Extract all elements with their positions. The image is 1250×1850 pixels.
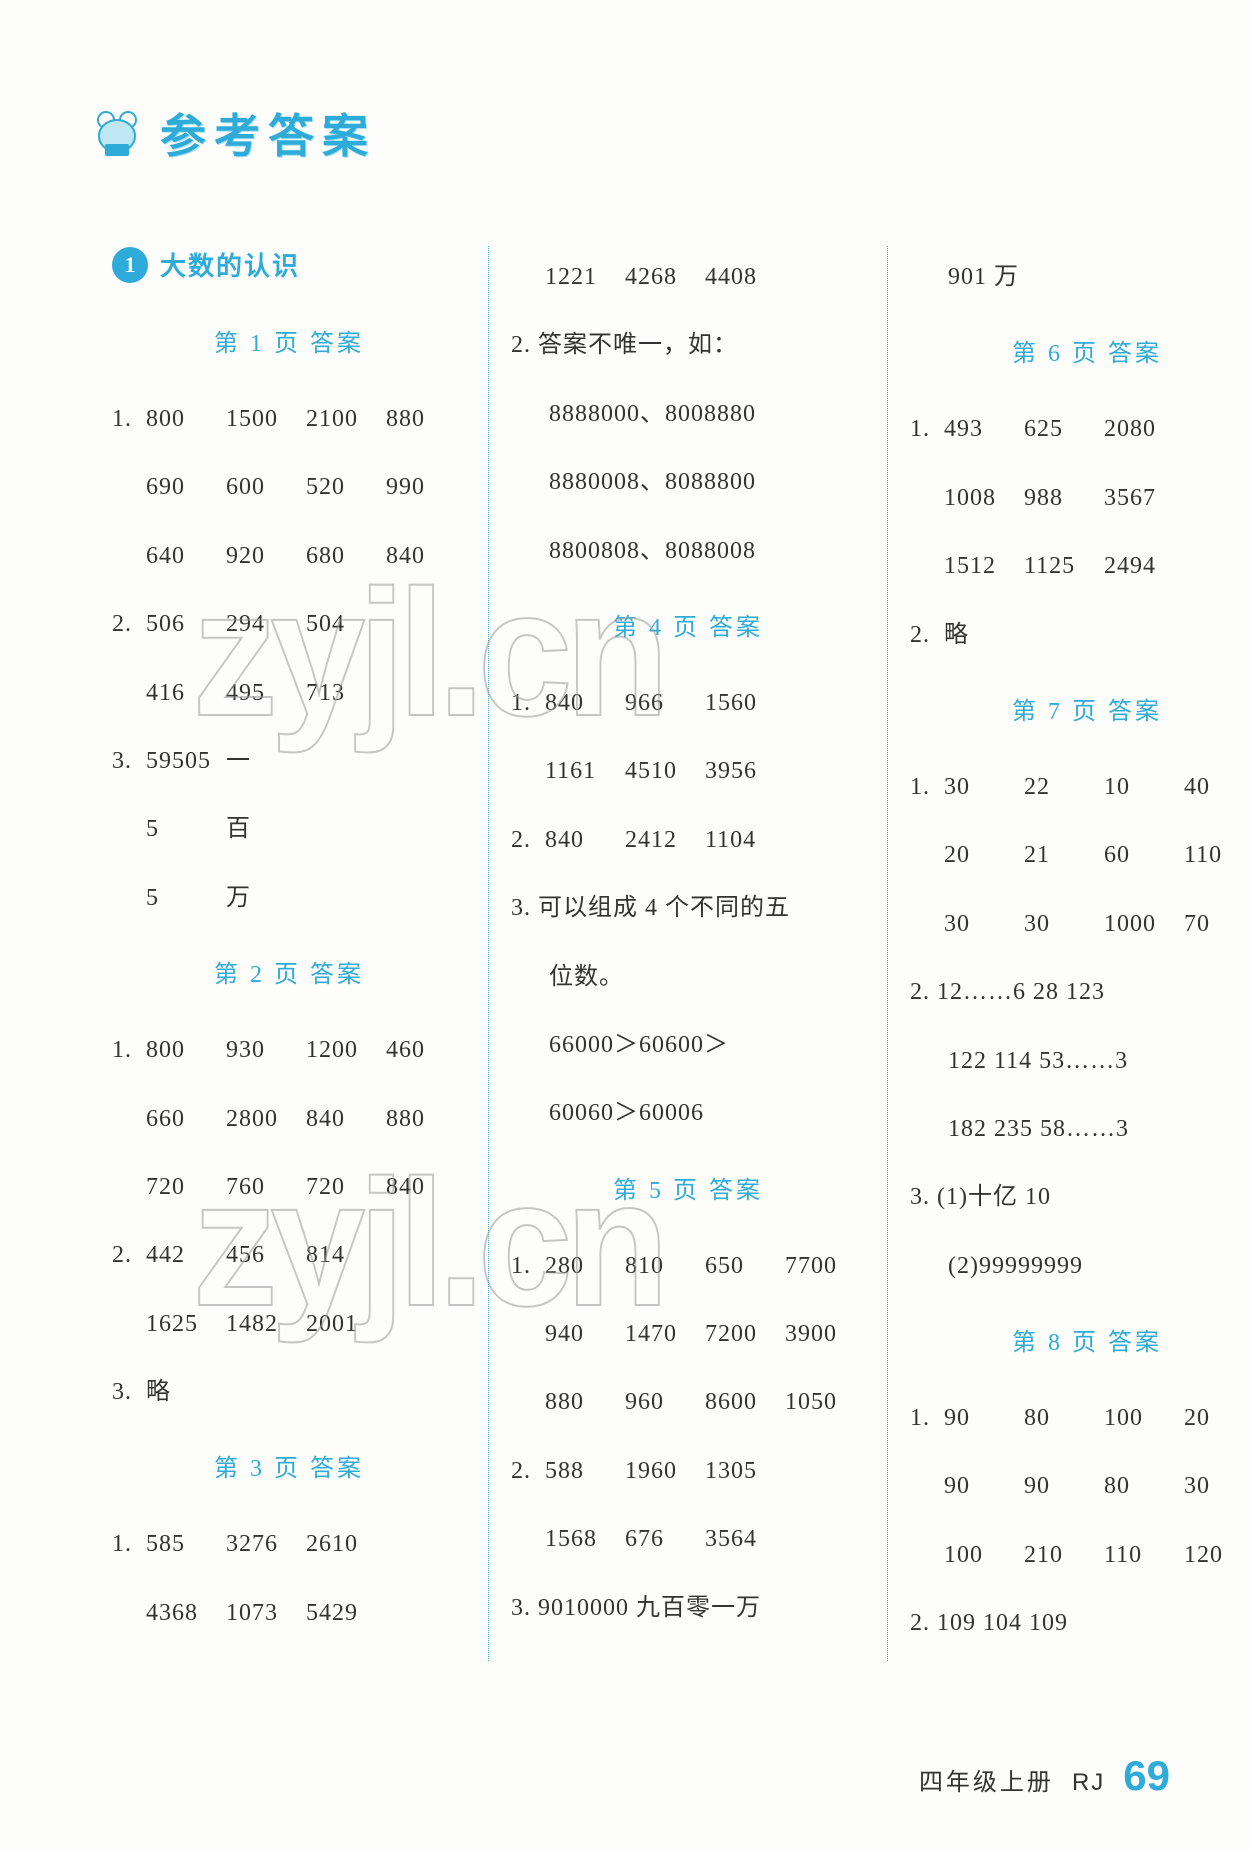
p4-r3c: 66000＞60600＞ xyxy=(511,1014,865,1076)
footer: 四年级上册 RJ 69 xyxy=(919,1752,1170,1800)
section-number-badge: 1 xyxy=(112,247,148,283)
p5-r1b: 940147072003900 xyxy=(511,1303,865,1365)
title-char-2: 答 xyxy=(268,100,314,166)
section-title: 大数的认识 xyxy=(160,246,300,283)
footer-edition: RJ xyxy=(1072,1769,1105,1797)
c2-top: 122142684408 xyxy=(511,246,865,308)
p6-r1c: 151211252494 xyxy=(910,535,1250,597)
page5-label: 第 5 页 答案 xyxy=(511,1170,865,1205)
p2-r3: 3.略 xyxy=(112,1361,466,1423)
c3-top: 901 万 xyxy=(910,246,1250,308)
p4-r1a: 1.8409661560 xyxy=(511,672,865,734)
p5-r1a: 1.2808106507700 xyxy=(511,1235,865,1297)
p4-r3b: 位数。 xyxy=(511,946,865,1008)
page3-label: 第 3 页 答案 xyxy=(112,1448,466,1483)
p1-r2a: 2.506294504 xyxy=(112,593,466,655)
column-3: 901 万 第 6 页 答案 1.4936252080 10089883567 … xyxy=(888,246,1250,1661)
title-row: 参 考 答 案 xyxy=(90,100,1190,166)
p2-r2b: 162514822001 xyxy=(112,1293,466,1355)
p1-r1a: 1.80015002100880 xyxy=(112,388,466,450)
p7-r1a: 1.30221040 xyxy=(910,756,1250,818)
page1-label: 第 1 页 答案 xyxy=(112,323,466,358)
p1-r2b: 416495713 xyxy=(112,662,466,724)
p4-r3d: 60060＞60006 xyxy=(511,1082,865,1144)
p4-r2a: 2.84024121104 xyxy=(511,809,865,871)
p8-r1b: 90908030 xyxy=(910,1455,1250,1517)
section-header: 1 大数的认识 xyxy=(112,246,466,283)
p1-r1c: 640920680840 xyxy=(112,525,466,587)
p5-r1c: 88096086001050 xyxy=(511,1371,865,1433)
page6-label: 第 6 页 答案 xyxy=(910,333,1250,368)
p2-r1c: 720760720840 xyxy=(112,1156,466,1218)
p7-r3b: (2)99999999 xyxy=(910,1235,1250,1297)
p5-r2a: 2.58819601305 xyxy=(511,1440,865,1502)
p8-r2: 2. 109 104 109 xyxy=(910,1592,1250,1654)
bear-icon xyxy=(90,106,145,161)
p1-r3b: 5百 xyxy=(112,798,466,860)
p8-r1a: 1.908010020 xyxy=(910,1387,1250,1449)
p4-r1b: 116145103956 xyxy=(511,740,865,802)
p2-r1b: 6602800840880 xyxy=(112,1088,466,1150)
columns: 1 大数的认识 第 1 页 答案 1.80015002100880 690600… xyxy=(90,246,1190,1661)
c2-r2b: 8880008、8088800 xyxy=(511,451,865,513)
page2-label: 第 2 页 答案 xyxy=(112,954,466,989)
footer-grade: 四年级上册 xyxy=(919,1762,1054,1797)
p1-r3a: 3.59505一 xyxy=(112,730,466,792)
page7-label: 第 7 页 答案 xyxy=(910,691,1250,726)
p7-r1c: 3030100070 xyxy=(910,893,1250,955)
p5-r3: 3. 9010000 九百零一万 xyxy=(511,1577,865,1639)
p4-r3: 3. 可以组成 4 个不同的五 xyxy=(511,877,865,939)
c2-r2c: 8800808、8088008 xyxy=(511,520,865,582)
bear-svg xyxy=(90,106,145,161)
c2-r2: 2. 答案不唯一，如： xyxy=(511,314,865,376)
page4-label: 第 4 页 答案 xyxy=(511,607,865,642)
p1-r1b: 690600520990 xyxy=(112,456,466,518)
p2-r1a: 1.8009301200460 xyxy=(112,1019,466,1081)
title-char-0: 参 xyxy=(160,100,206,166)
p7-r1b: 202160110 xyxy=(910,824,1250,886)
title-chars: 参 考 答 案 xyxy=(160,100,368,166)
p7-r2a: 2. 12……6 28 123 xyxy=(910,961,1250,1023)
p7-r3a: 3. (1)十亿 10 xyxy=(910,1166,1250,1228)
column-1: 1 大数的认识 第 1 页 答案 1.80015002100880 690600… xyxy=(90,246,489,1661)
p7-r2c: 182 235 58……3 xyxy=(910,1098,1250,1160)
p2-r2a: 2.442456814 xyxy=(112,1224,466,1286)
title-char-3: 案 xyxy=(322,100,368,166)
title-char-1: 考 xyxy=(214,100,260,166)
p6-r2: 2.略 xyxy=(910,604,1250,666)
p6-r1a: 1.4936252080 xyxy=(910,398,1250,460)
p5-r2b: 15686763564 xyxy=(511,1508,865,1570)
p3-r1b: 436810735429 xyxy=(112,1582,466,1644)
p7-r2b: 122 114 53……3 xyxy=(910,1030,1250,1092)
p1-r3c: 5万 xyxy=(112,867,466,929)
p3-r1a: 1.58532762610 xyxy=(112,1513,466,1575)
page8-label: 第 8 页 答案 xyxy=(910,1322,1250,1357)
column-2: 122142684408 2. 答案不唯一，如： 8888000、8008880… xyxy=(489,246,888,1661)
p6-r1b: 10089883567 xyxy=(910,467,1250,529)
page-container: 参 考 答 案 1 大数的认识 第 1 页 答案 1.8001500210088… xyxy=(0,0,1250,1850)
footer-pagenum: 69 xyxy=(1123,1752,1170,1800)
p8-r1c: 100210110120 xyxy=(910,1524,1250,1586)
c2-r2a: 8888000、8008880 xyxy=(511,383,865,445)
